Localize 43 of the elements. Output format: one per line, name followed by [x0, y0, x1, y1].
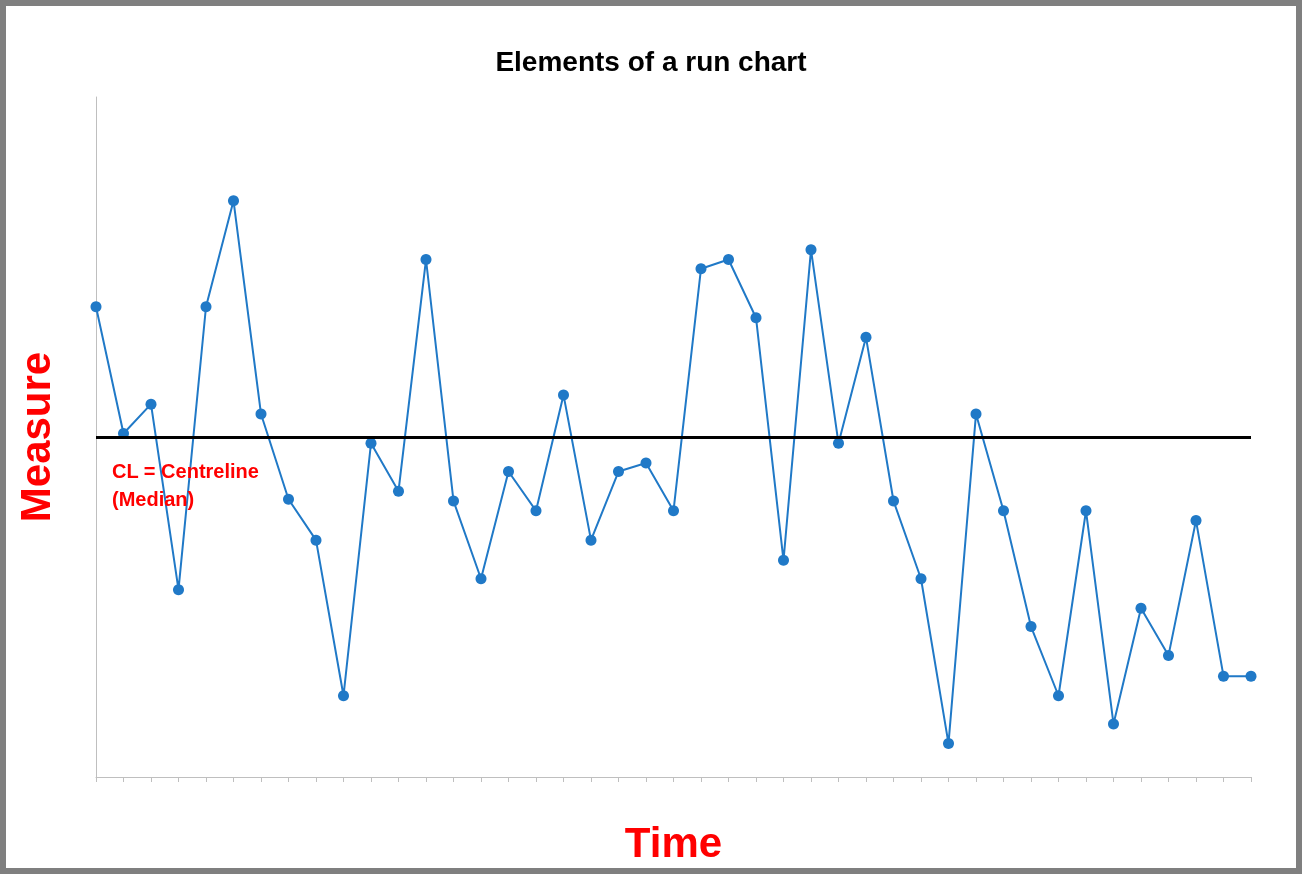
- point: [393, 485, 404, 497]
- point: [778, 554, 789, 566]
- point: [640, 457, 652, 469]
- point: [1053, 690, 1064, 702]
- point: [1025, 621, 1037, 633]
- point: [200, 301, 212, 313]
- point: [860, 331, 872, 343]
- point: [1190, 515, 1202, 527]
- point: [585, 534, 597, 546]
- point: [310, 534, 322, 546]
- point: [558, 389, 569, 401]
- point: [998, 505, 1009, 517]
- x-axis-title: Time: [624, 818, 723, 866]
- point: [668, 505, 679, 517]
- point: [475, 573, 487, 585]
- y-axis-title: Measure: [11, 351, 59, 523]
- point: [283, 493, 294, 505]
- point: [1163, 649, 1174, 661]
- point: [1108, 718, 1119, 730]
- point: [228, 195, 239, 207]
- chart-title: Elements of a run chart: [495, 45, 807, 77]
- point: [338, 690, 349, 702]
- point: [970, 408, 982, 420]
- point: [750, 312, 762, 324]
- point: [90, 301, 102, 313]
- point: [723, 254, 734, 266]
- point: [695, 263, 707, 275]
- point: [888, 495, 899, 507]
- point: [1135, 602, 1147, 614]
- point: [613, 466, 624, 478]
- point: [173, 584, 184, 596]
- point: [448, 495, 459, 507]
- point: [943, 738, 954, 750]
- point: [1218, 670, 1229, 682]
- point: [503, 466, 514, 478]
- point: [805, 244, 817, 256]
- point: [420, 254, 432, 266]
- point: [1080, 505, 1092, 517]
- point: [915, 573, 927, 585]
- point: [255, 408, 267, 420]
- point: [530, 505, 542, 517]
- point: [1245, 670, 1257, 682]
- point: [145, 398, 157, 410]
